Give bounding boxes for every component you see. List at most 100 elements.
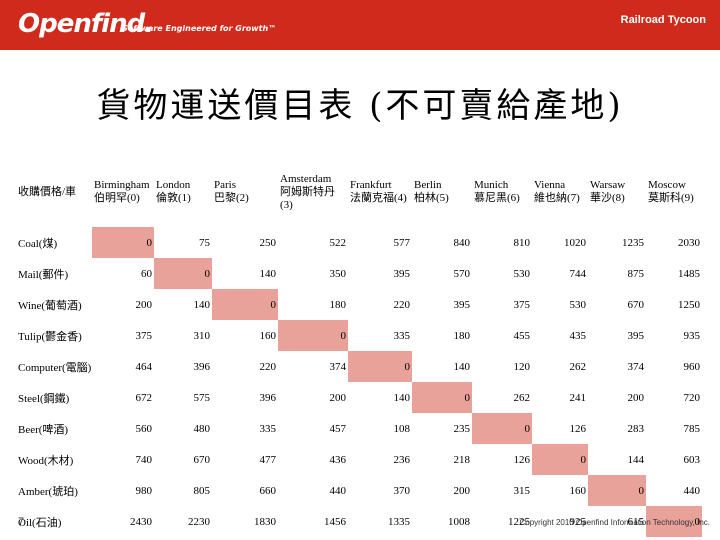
table-cell: 925	[569, 515, 587, 528]
table-row: Amber(琥珀) 980 805 660 440 370 200 315 160 0 440	[16, 475, 702, 506]
table-cell: 160	[259, 329, 277, 342]
table-cell: 530	[569, 298, 587, 311]
table-cell: 236	[393, 453, 411, 466]
column-header-english: Berlin	[414, 179, 442, 191]
row-label: Mail(郵件)	[18, 268, 69, 281]
table-cell: 396	[259, 391, 277, 404]
table-row: Coal(煤) 0 75 250 522 577 840 810 1020 1235 2030	[16, 227, 702, 258]
table-cell: 436	[329, 453, 347, 466]
page-number: 7	[18, 516, 25, 528]
table-cell: 577	[393, 236, 411, 249]
table-cell: 1335	[388, 515, 410, 528]
row-label: Wood(木材)	[18, 454, 74, 467]
table-cell: 395	[453, 298, 471, 311]
column-header: London 倫敦(1)	[154, 157, 212, 227]
table-cell: 375	[135, 329, 153, 342]
table-cell-origin: 0	[92, 227, 154, 258]
column-header: Amsterdam 阿姆斯特丹 (3)	[278, 157, 348, 227]
table-row: Wine(葡萄酒) 200 140 0 180 220 395 375 530 670 1250	[16, 289, 702, 320]
table-cell: 126	[513, 453, 531, 466]
table-cell-origin: 0	[646, 506, 702, 537]
table-cell: 315	[513, 484, 531, 497]
table-cell: 250	[259, 236, 277, 249]
table-cell: 530	[513, 267, 531, 280]
table-cell: 570	[453, 267, 471, 280]
company-logo: Openfind.	[18, 9, 154, 39]
table-row: Mail(郵件) 60 0 140 350 395 570 530 744 875 1485	[16, 258, 702, 289]
table-cell: 1020	[564, 236, 586, 249]
table-cell: 160	[569, 484, 587, 497]
table-cell-origin: 0	[412, 382, 472, 413]
table-cell: 560	[135, 422, 153, 435]
copyright-notice: Copyright 2010 Openfind Information Tech…	[519, 518, 711, 527]
app-title: Railroad Tycoon	[620, 14, 706, 26]
column-header-chinese: 法蘭克福(4)	[350, 192, 407, 204]
table-row: Wood(木材) 740 670 477 436 236 218 126 0 144 603	[16, 444, 702, 475]
column-header: Frankfurt 法蘭克福(4)	[348, 157, 412, 227]
table-cell: 1485	[678, 267, 700, 280]
column-header-english: Vienna	[534, 179, 566, 191]
column-header: Vienna 維也納(7)	[532, 157, 588, 227]
table-cell: 370	[393, 484, 411, 497]
table-cell: 603	[683, 453, 701, 466]
table-cell: 670	[627, 298, 645, 311]
freight-price-table: 收購價格/車 Birmingham 伯明罕(0) London 倫敦(1) Paris 巴黎…	[16, 157, 702, 537]
table-cell: 840	[453, 236, 471, 249]
table-cell: 218	[453, 453, 471, 466]
column-header: Berlin 柏林(5)	[412, 157, 472, 227]
column-header-english: Birmingham	[94, 179, 150, 191]
table-cell: 374	[627, 360, 645, 373]
table-cell: 395	[393, 267, 411, 280]
table-cell: 615	[627, 515, 645, 528]
column-header-chinese: 巴黎(2)	[214, 192, 249, 204]
table-cell: 960	[683, 360, 701, 373]
table-cell: 440	[329, 484, 347, 497]
table-row: Oil(石油) 2430 2230 1830 1456 1335 1008 1225 925 61…	[16, 506, 702, 537]
table-cell: 180	[329, 298, 347, 311]
company-tagline: Software Engineered for Growth™	[122, 24, 277, 33]
row-label: Coal(煤)	[18, 237, 58, 250]
table-cell: 1225	[508, 515, 530, 528]
slide-title: 貨物運送價目表 (不可賣給產地)	[96, 86, 624, 126]
column-header-english: Amsterdam	[280, 172, 332, 185]
table-cell: 744	[569, 267, 587, 280]
column-header-chinese: 維也納(7)	[534, 192, 580, 204]
column-header-chinese: 慕尼黑(6)	[474, 192, 520, 204]
table-cell: 200	[627, 391, 645, 404]
table-cell: 374	[329, 360, 347, 373]
table-row: Beer(啤酒) 560 480 335 457 108 235 0 126 283 785	[16, 413, 702, 444]
column-header: Paris 巴黎(2)	[212, 157, 278, 227]
row-label: Steel(鋼鐵)	[18, 392, 70, 405]
table-row: Steel(鋼鐵) 672 575 396 200 140 0 262 241 200 720	[16, 382, 702, 413]
table-cell: 200	[135, 298, 153, 311]
table-cell: 805	[193, 484, 211, 497]
table-cell: 670	[193, 453, 211, 466]
table-cell: 126	[569, 422, 587, 435]
table-cell: 220	[259, 360, 277, 373]
column-header-english: Paris	[214, 179, 236, 191]
table-cell: 335	[393, 329, 411, 342]
table-cell: 140	[259, 267, 277, 280]
table-cell: 60	[141, 267, 152, 280]
table-cell: 464	[135, 360, 153, 373]
row-label: Computer(電腦)	[18, 361, 92, 374]
header-bar: Openfind. Software Engineered for Growth…	[0, 0, 720, 50]
column-header-chinese: 阿姆斯特丹	[280, 185, 335, 198]
column-header-chinese: 莫斯科(9)	[648, 192, 694, 204]
table-cell-origin: 0	[278, 320, 348, 351]
table-cell: 785	[683, 422, 701, 435]
table-cell: 1456	[324, 515, 346, 528]
table-cell: 810	[513, 236, 531, 249]
row-label: Beer(啤酒)	[18, 423, 69, 436]
column-header-chinese: 柏林(5)	[414, 192, 449, 204]
table-cell: 241	[569, 391, 587, 404]
column-header: Munich 慕尼黑(6)	[472, 157, 532, 227]
table-cell: 2230	[188, 515, 210, 528]
table-cell-origin: 0	[212, 289, 278, 320]
table-cell: 283	[627, 422, 645, 435]
table-cell: 720	[683, 391, 701, 404]
table-cell: 457	[329, 422, 347, 435]
table-cell: 395	[627, 329, 645, 342]
table-cell: 1250	[678, 298, 700, 311]
column-header: Warsaw 華沙(8)	[588, 157, 646, 227]
